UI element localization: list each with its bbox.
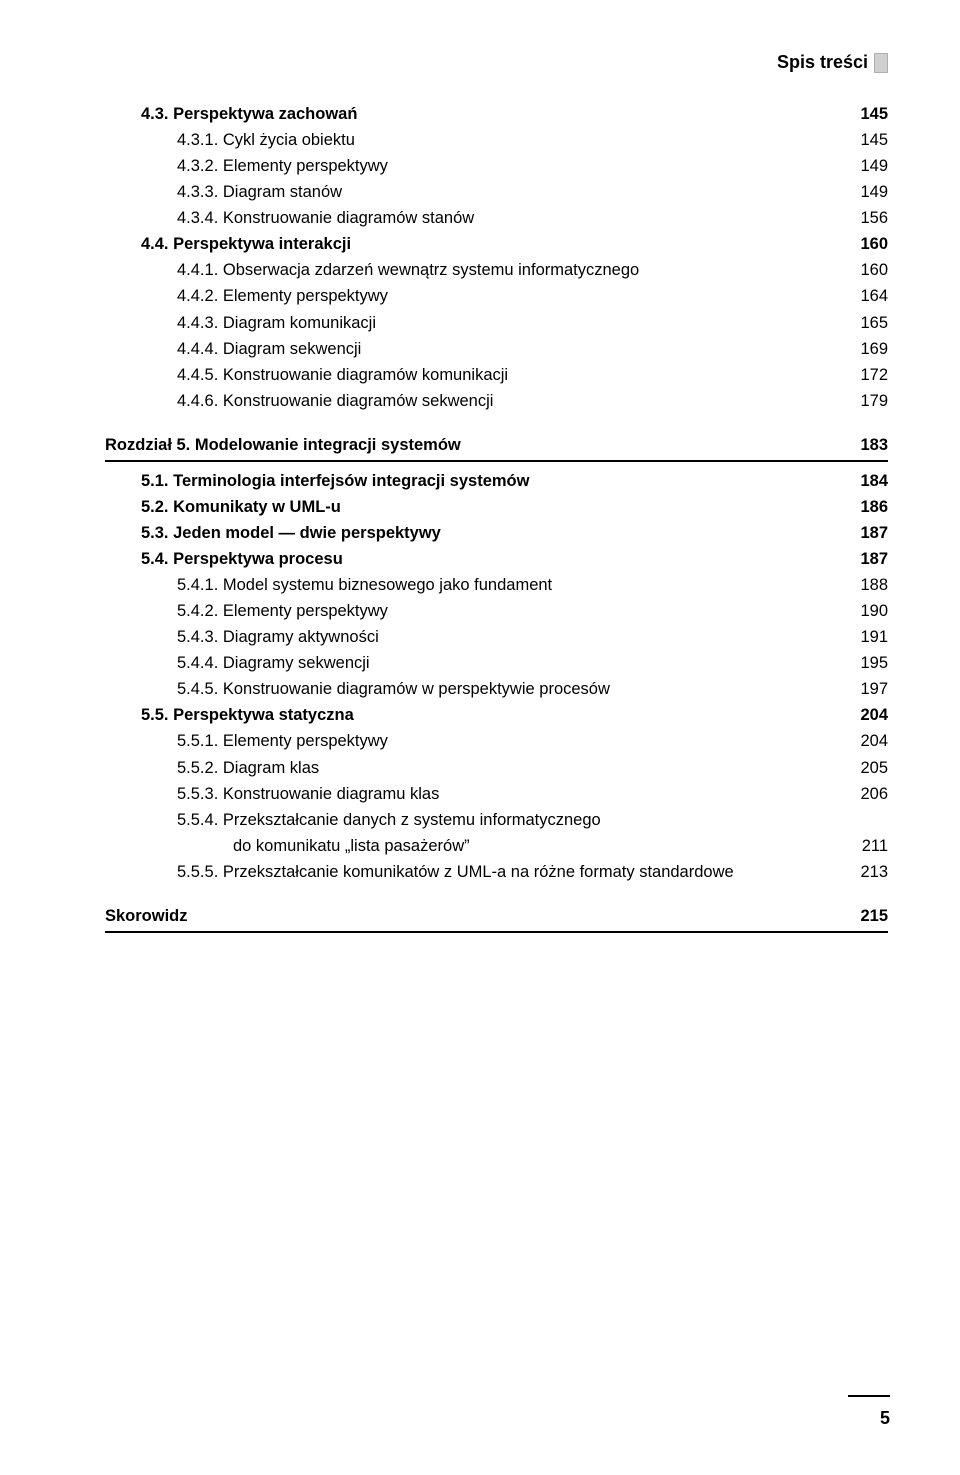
toc-page: 149 <box>848 153 888 179</box>
toc-label: 4.3.3. Diagram stanów <box>105 179 848 205</box>
index-block: Skorowidz 215 <box>105 903 888 933</box>
toc-row: do komunikatu „lista pasażerów”211 <box>105 833 888 859</box>
toc-label: 5.4.5. Konstruowanie diagramów w perspek… <box>105 676 848 702</box>
toc-page: 149 <box>848 179 888 205</box>
toc-label: 5.5. Perspektywa statyczna <box>105 702 848 728</box>
toc-row: 4.4.1. Obserwacja zdarzeń wewnątrz syste… <box>105 257 888 283</box>
toc-row: 5.4. Perspektywa procesu187 <box>105 546 888 572</box>
toc-label: 5.5.1. Elementy perspektywy <box>105 728 848 754</box>
toc-label: 4.3.1. Cykl życia obiektu <box>105 127 848 153</box>
toc-label: 4.3.4. Konstruowanie diagramów stanów <box>105 205 848 231</box>
toc-label: 5.2. Komunikaty w UML-u <box>105 494 848 520</box>
toc-page: 169 <box>848 336 888 362</box>
toc-page: 204 <box>848 702 888 728</box>
toc-row: 5.4.1. Model systemu biznesowego jako fu… <box>105 572 888 598</box>
toc-row: 5.4.3. Diagramy aktywności191 <box>105 624 888 650</box>
toc-row: 5.5.5. Przekształcanie komunikatów z UML… <box>105 859 888 885</box>
toc-label: 4.4.1. Obserwacja zdarzeń wewnątrz syste… <box>105 257 848 283</box>
toc-row: 4.4.3. Diagram komunikacji165 <box>105 310 888 336</box>
header-tab-icon <box>874 53 888 73</box>
toc-label: 5.5.5. Przekształcanie komunikatów z UML… <box>105 859 848 885</box>
toc-page: 195 <box>848 650 888 676</box>
toc-page: 188 <box>848 572 888 598</box>
toc-row: 5.1. Terminologia interfejsów integracji… <box>105 468 888 494</box>
toc-label: 4.4.4. Diagram sekwencji <box>105 336 848 362</box>
toc-page: 213 <box>848 859 888 885</box>
toc-page: 204 <box>848 728 888 754</box>
toc-row: 5.4.4. Diagramy sekwencji195 <box>105 650 888 676</box>
toc-page: 165 <box>848 310 888 336</box>
toc-label: 4.4. Perspektywa interakcji <box>105 231 848 257</box>
toc-label: 4.4.2. Elementy perspektywy <box>105 283 848 309</box>
index-label: Skorowidz <box>105 903 848 929</box>
chapter-5-title-row: Rozdział 5. Modelowanie integracji syste… <box>105 432 888 462</box>
toc-row: 4.3.1. Cykl życia obiektu145 <box>105 127 888 153</box>
footer-rule <box>848 1395 890 1397</box>
toc-page: 145 <box>848 101 888 127</box>
chapter-5-block: Rozdział 5. Modelowanie integracji syste… <box>105 432 888 885</box>
footer-page-number: 5 <box>880 1408 890 1429</box>
toc-page: 160 <box>848 257 888 283</box>
page-header: Spis treści <box>105 52 888 73</box>
toc-label: 5.4.4. Diagramy sekwencji <box>105 650 848 676</box>
toc-page: 190 <box>848 598 888 624</box>
chapter-5-title: Rozdział 5. Modelowanie integracji syste… <box>105 432 848 458</box>
toc-row: 4.3. Perspektywa zachowań145 <box>105 101 888 127</box>
toc-row: 5.5.3. Konstruowanie diagramu klas206 <box>105 781 888 807</box>
toc-page: 206 <box>848 781 888 807</box>
toc-page: 187 <box>848 546 888 572</box>
toc-label: 5.1. Terminologia interfejsów integracji… <box>105 468 848 494</box>
toc-section-5: 5.1. Terminologia interfejsów integracji… <box>105 468 888 885</box>
toc-label: 5.3. Jeden model — dwie perspektywy <box>105 520 848 546</box>
toc-row: 4.3.3. Diagram stanów149 <box>105 179 888 205</box>
toc-page: 156 <box>848 205 888 231</box>
toc-row: 4.4.4. Diagram sekwencji169 <box>105 336 888 362</box>
toc-label: 4.3. Perspektywa zachowań <box>105 101 848 127</box>
toc-label: 5.4.3. Diagramy aktywności <box>105 624 848 650</box>
header-title: Spis treści <box>777 52 868 73</box>
toc-label: 5.5.2. Diagram klas <box>105 755 848 781</box>
toc-page: 145 <box>848 127 888 153</box>
toc-page: 205 <box>848 755 888 781</box>
toc-row: 4.4.5. Konstruowanie diagramów komunikac… <box>105 362 888 388</box>
toc-label: do komunikatu „lista pasażerów” <box>105 833 850 859</box>
toc-page: 186 <box>848 494 888 520</box>
toc-label: 5.4. Perspektywa procesu <box>105 546 848 572</box>
toc-label: 4.4.6. Konstruowanie diagramów sekwencji <box>105 388 848 414</box>
toc-page: 160 <box>848 231 888 257</box>
toc-row: 5.2. Komunikaty w UML-u186 <box>105 494 888 520</box>
toc-row: 5.3. Jeden model — dwie perspektywy187 <box>105 520 888 546</box>
toc-row: 5.4.2. Elementy perspektywy190 <box>105 598 888 624</box>
index-row: Skorowidz 215 <box>105 903 888 933</box>
toc-row: 4.4.6. Konstruowanie diagramów sekwencji… <box>105 388 888 414</box>
toc-label: 4.4.3. Diagram komunikacji <box>105 310 848 336</box>
index-page: 215 <box>848 903 888 929</box>
toc-label: 4.4.5. Konstruowanie diagramów komunikac… <box>105 362 848 388</box>
toc-page: 187 <box>848 520 888 546</box>
chapter-5-page: 183 <box>848 432 888 458</box>
toc-page: 164 <box>848 283 888 309</box>
toc-row: 4.4.2. Elementy perspektywy164 <box>105 283 888 309</box>
toc-page: 184 <box>848 468 888 494</box>
toc-label: 5.5.3. Konstruowanie diagramu klas <box>105 781 848 807</box>
toc-page: 191 <box>848 624 888 650</box>
toc-row: 4.3.2. Elementy perspektywy149 <box>105 153 888 179</box>
toc-label: 5.4.2. Elementy perspektywy <box>105 598 848 624</box>
toc-page: 179 <box>848 388 888 414</box>
toc-section-4: 4.3. Perspektywa zachowań1454.3.1. Cykl … <box>105 101 888 414</box>
toc-page: 197 <box>848 676 888 702</box>
toc-label: 4.3.2. Elementy perspektywy <box>105 153 848 179</box>
toc-page: 172 <box>848 362 888 388</box>
toc-row: 4.4. Perspektywa interakcji160 <box>105 231 888 257</box>
toc-label: 5.4.1. Model systemu biznesowego jako fu… <box>105 572 848 598</box>
toc-row: 5.4.5. Konstruowanie diagramów w perspek… <box>105 676 888 702</box>
toc-row: 5.5. Perspektywa statyczna204 <box>105 702 888 728</box>
toc-row: 4.3.4. Konstruowanie diagramów stanów156 <box>105 205 888 231</box>
toc-row: 5.5.2. Diagram klas205 <box>105 755 888 781</box>
toc-row: 5.5.4. Przekształcanie danych z systemu … <box>105 807 888 833</box>
toc-label: 5.5.4. Przekształcanie danych z systemu … <box>105 807 876 833</box>
page-container: Spis treści 4.3. Perspektywa zachowań145… <box>0 0 960 933</box>
toc-row: 5.5.1. Elementy perspektywy204 <box>105 728 888 754</box>
toc-page: 211 <box>850 833 888 859</box>
